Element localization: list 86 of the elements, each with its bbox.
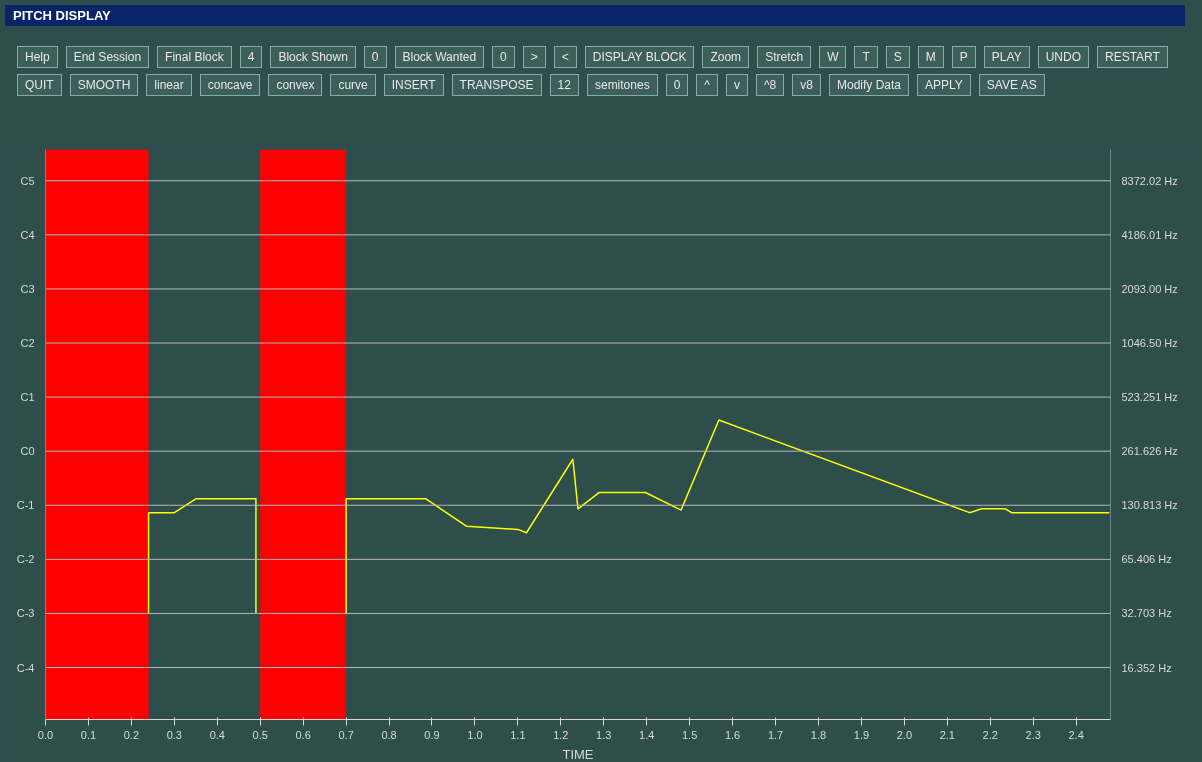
y-tick-label: 130.813 Hz — [1121, 499, 1178, 512]
x-tick-label: 2.2 — [982, 728, 998, 741]
x-tick-label: 1.1 — [510, 728, 526, 741]
x-tick-label: 1.4 — [639, 728, 655, 741]
x-tick-label: 0.1 — [80, 728, 97, 741]
text: Stretch — [757, 46, 812, 68]
y-tick-label: 32.703 Hz — [1121, 607, 1172, 620]
y-tick-label: 16.352 Hz — [1121, 661, 1172, 674]
x-tick-label: 1.5 — [682, 728, 698, 741]
y-tick-label: 8372.02 Hz — [1121, 174, 1178, 187]
text: INSERT — [383, 74, 444, 96]
x-tick-label: 1.3 — [596, 728, 612, 741]
text: SMOOTH — [69, 74, 139, 96]
ref-line-label: C4 — [20, 228, 35, 241]
ref-line-label: C-2 — [16, 553, 35, 566]
text: 4 — [239, 46, 263, 68]
y-tick-label: 1046.50 Hz — [1121, 337, 1178, 350]
x-tick-label: 0.9 — [424, 728, 440, 741]
text: ^8 — [755, 74, 785, 96]
y-tick-label: 2093.00 Hz — [1121, 282, 1178, 295]
x-tick-label: 2.4 — [1068, 728, 1084, 741]
text: > — [522, 46, 546, 68]
x-tick-label: 0.2 — [123, 728, 140, 741]
text: concave — [199, 74, 261, 96]
ref-line-label: C-4 — [16, 661, 35, 674]
x-tick-label: 1.2 — [553, 728, 569, 741]
text: TRANSPOSE — [451, 74, 542, 96]
text: v8 — [792, 74, 821, 96]
text: P — [951, 46, 976, 68]
x-tick-label: 1.6 — [724, 728, 741, 741]
text: RESTART — [1096, 46, 1168, 68]
ref-line-label: C0 — [20, 445, 35, 458]
text: convex — [268, 74, 323, 96]
ref-line-label: C-3 — [16, 607, 35, 620]
x-tick-label: 0.6 — [295, 728, 311, 741]
ref-line-label: C2 — [20, 337, 35, 350]
text: PLAY — [983, 46, 1030, 68]
text: W — [819, 46, 847, 68]
x-tick-label: 0.3 — [166, 728, 182, 741]
text: curve — [330, 74, 376, 96]
y-tick-label: 65.406 Hz — [1121, 553, 1172, 566]
text: S — [885, 46, 910, 68]
x-tick-label: 0.4 — [209, 728, 225, 741]
x-tick-label: 0.7 — [338, 728, 354, 741]
text: QUIT — [17, 74, 62, 96]
x-tick-label: 2.3 — [1025, 728, 1041, 741]
text: Zoom — [702, 46, 750, 68]
chart-title: PITCH DISPLAY — [5, 5, 1185, 26]
text: Help — [17, 46, 58, 68]
text: 0 — [363, 46, 387, 68]
x-tick-label: 1.0 — [467, 728, 483, 741]
ref-line-label: C3 — [20, 282, 35, 295]
y-tick-label: 261.626 Hz — [1121, 445, 1178, 458]
ref-line-label: C-1 — [16, 499, 35, 512]
ref-line-label: C1 — [20, 391, 35, 404]
y-tick-label: 523.251 Hz — [1121, 391, 1178, 404]
x-tick-label: 2.1 — [939, 728, 955, 741]
x-tick-label: 1.9 — [853, 728, 870, 741]
text: Block Wanted — [394, 46, 485, 68]
ref-line-label: C5 — [20, 174, 35, 187]
text: < — [553, 46, 577, 68]
text: Final Block — [157, 46, 232, 68]
text: v — [725, 74, 748, 96]
text: M — [917, 46, 944, 68]
text: T — [854, 46, 878, 68]
text: 0 — [665, 74, 689, 96]
x-tick-label: 1.7 — [767, 728, 784, 741]
text: DISPLAY BLOCK — [584, 46, 695, 68]
text: 0 — [492, 46, 515, 68]
x-tick-label: 1.8 — [810, 728, 827, 741]
text: End Session — [65, 46, 150, 68]
text: SAVE AS — [978, 74, 1045, 96]
x-tick-label: 0.0 — [37, 728, 54, 741]
text: ^ — [696, 74, 718, 96]
text: Block Shown — [270, 46, 356, 68]
text: Modify Data — [828, 74, 910, 96]
text: 12 — [549, 74, 579, 96]
text: linear — [146, 74, 192, 96]
text: APPLY — [917, 74, 971, 96]
x-tick-label: 2.0 — [896, 728, 913, 741]
text: semitones — [586, 74, 658, 96]
y-tick-label: 4186.01 Hz — [1121, 228, 1178, 241]
x-tick-label: 0.5 — [252, 728, 268, 741]
x-tick-label: 0.8 — [381, 728, 397, 741]
x-axis-title: TIME — [562, 746, 594, 762]
text: UNDO — [1037, 46, 1089, 68]
